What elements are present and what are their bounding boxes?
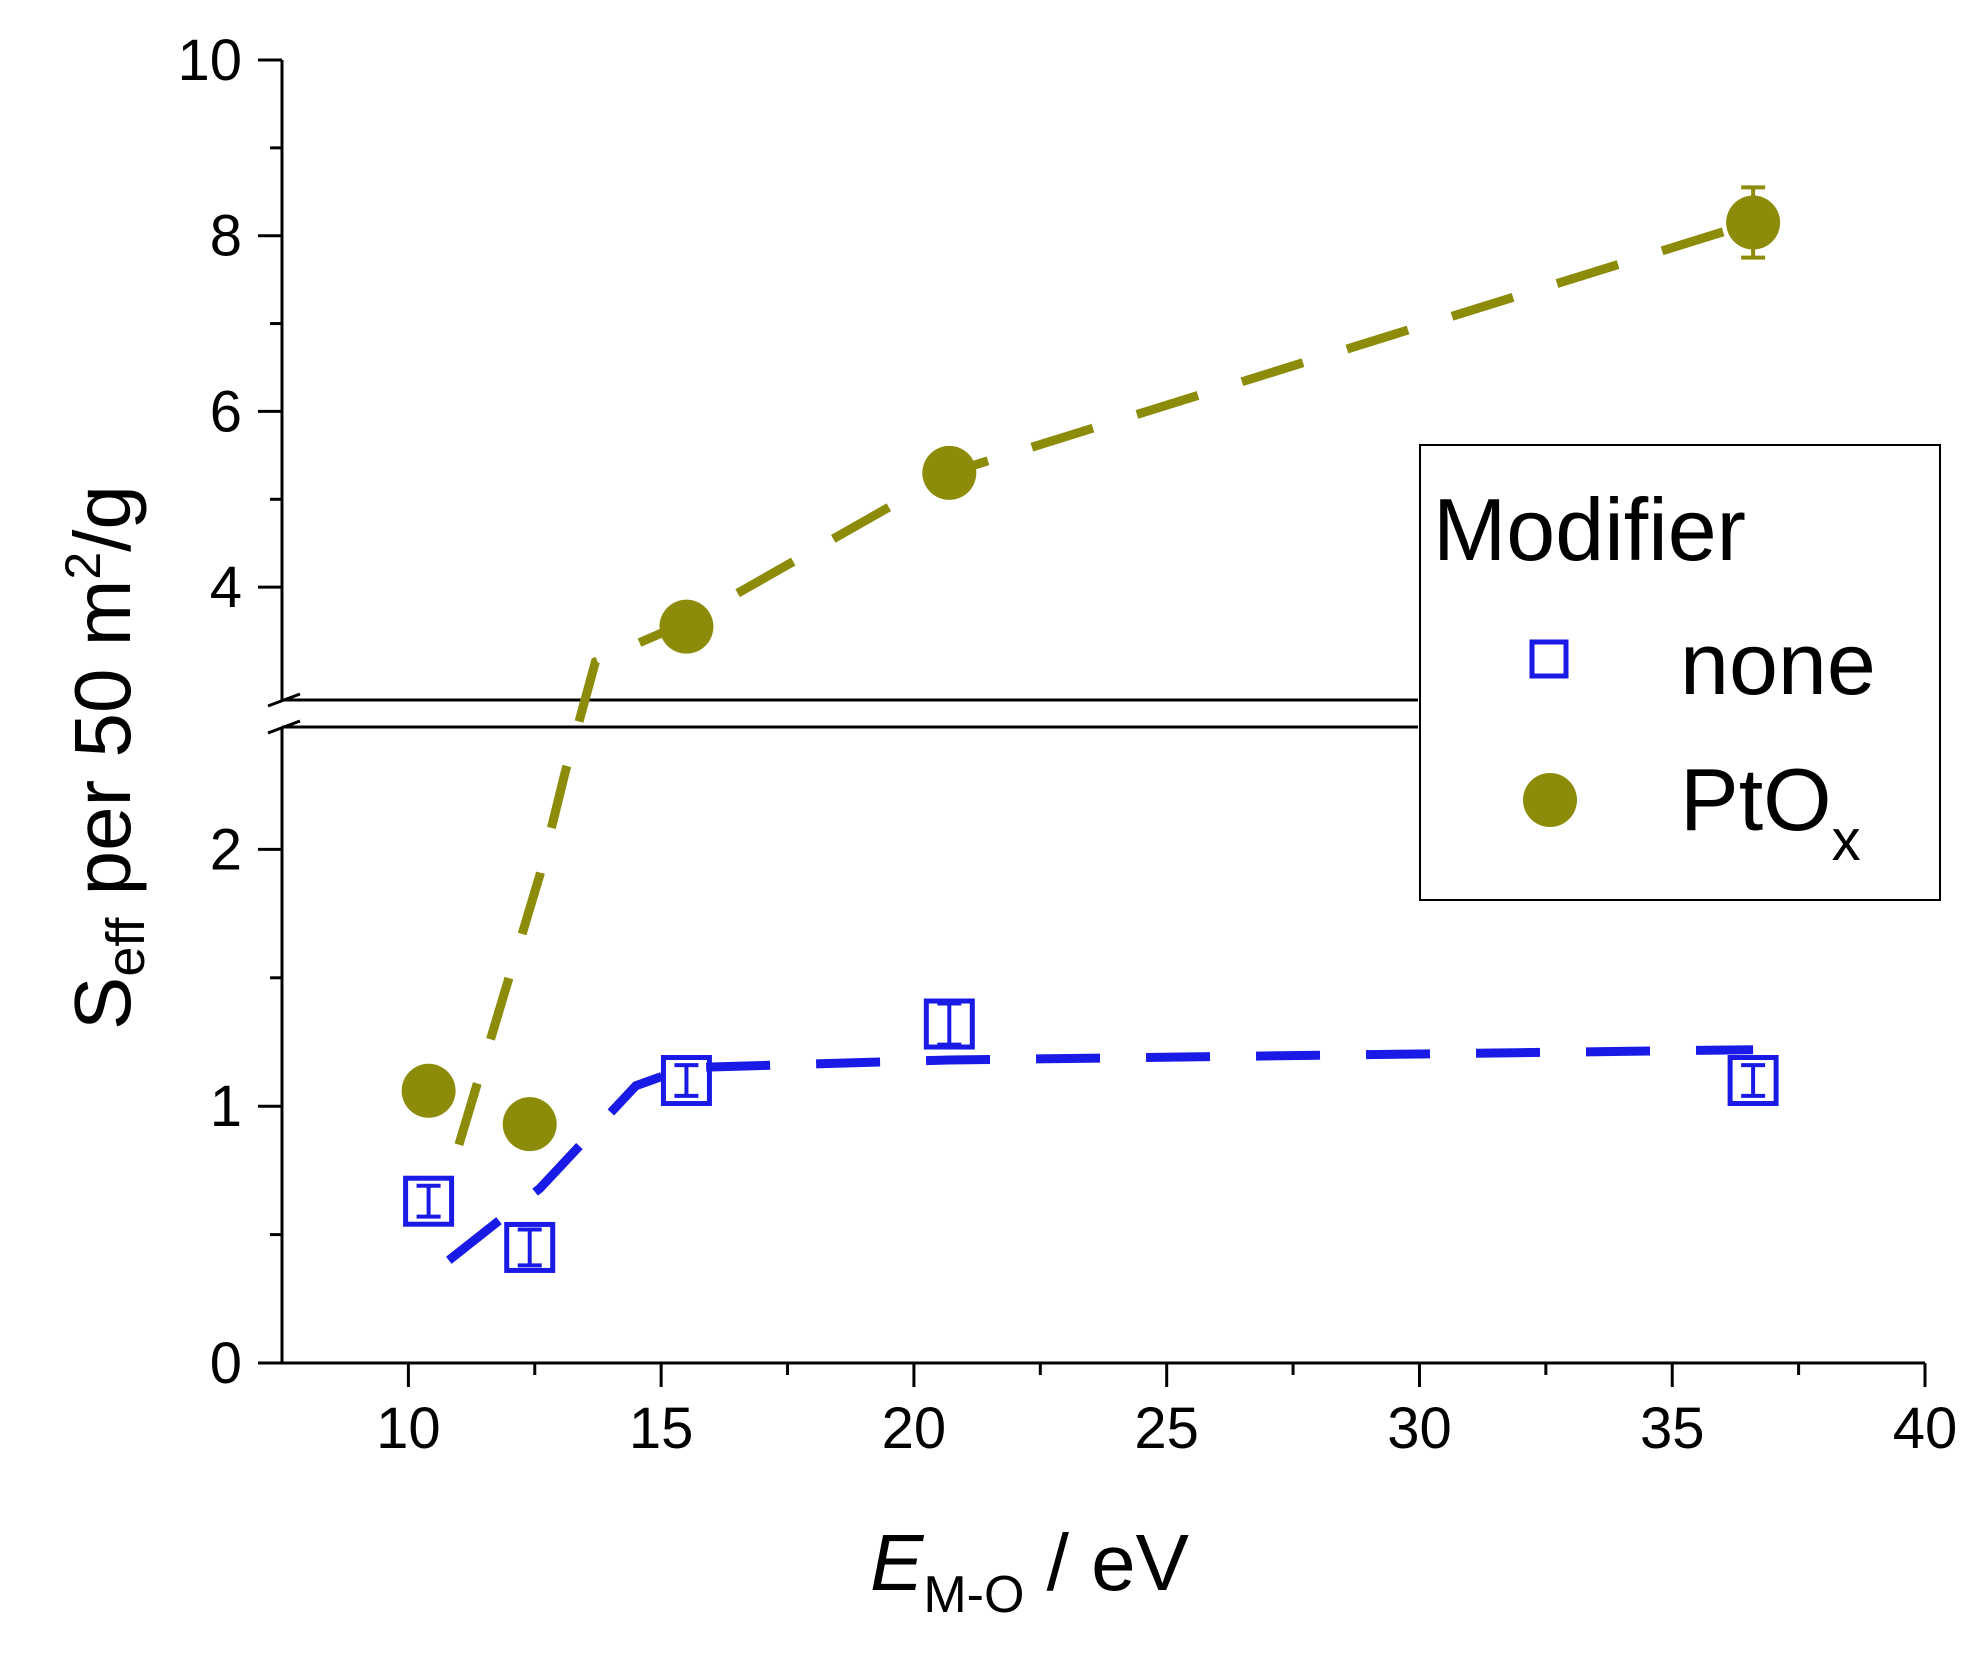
data-point-ptox: [401, 1063, 456, 1118]
data-point-none: [403, 1175, 455, 1227]
legend-title: Modifier: [1433, 480, 1746, 579]
y-tick-label: 0: [210, 1331, 242, 1396]
legend-box: [1419, 444, 1941, 901]
x-axis-label: EM-O / eV: [870, 1518, 1190, 1624]
x-tick-label: 20: [882, 1396, 947, 1461]
data-point-none: [1727, 1055, 1779, 1107]
data-point-none: [660, 1055, 712, 1107]
legend: Modifier none PtOx: [1419, 444, 1941, 901]
legend-label-ptox: PtOx: [1680, 750, 1861, 873]
axis-break-mark-lower: [267, 719, 301, 735]
y-tick-label: 6: [210, 379, 242, 444]
y-tick-label: 4: [210, 555, 242, 620]
x-tick-label: 30: [1387, 1396, 1452, 1461]
data-point-none: [504, 1221, 556, 1273]
y-tick-label: 8: [210, 204, 242, 269]
data-point-ptox: [1726, 195, 1781, 250]
y-axis-label: Seff per 50 m2/g: [55, 485, 156, 1030]
legend-label-none: none: [1680, 614, 1876, 713]
legend-marker-ptox: [1523, 773, 1577, 827]
data-point-ptox: [922, 445, 977, 500]
legend-marker-none: [1529, 639, 1569, 679]
y-tick-label: 2: [210, 817, 242, 882]
x-tick-label: 15: [629, 1396, 694, 1461]
x-tick-label: 25: [1134, 1396, 1199, 1461]
x-tick-label: 10: [376, 1396, 441, 1461]
x-tick-label: 40: [1893, 1396, 1958, 1461]
ticks-layer: 10 15 20 25 30 35 40 0 1 2 4 6 8 10: [177, 28, 1957, 1461]
data-point-ptox: [502, 1097, 557, 1152]
x-tick-label: 35: [1640, 1396, 1705, 1461]
y-tick-label: 10: [177, 28, 242, 93]
data-point-none: [923, 998, 975, 1050]
y-tick-label: 1: [210, 1074, 242, 1139]
data-point-ptox: [659, 599, 714, 654]
trend-line-none: [446, 1045, 1754, 1264]
plot-layer: [267, 60, 1925, 1365]
axis-break-mark-upper: [267, 692, 301, 708]
